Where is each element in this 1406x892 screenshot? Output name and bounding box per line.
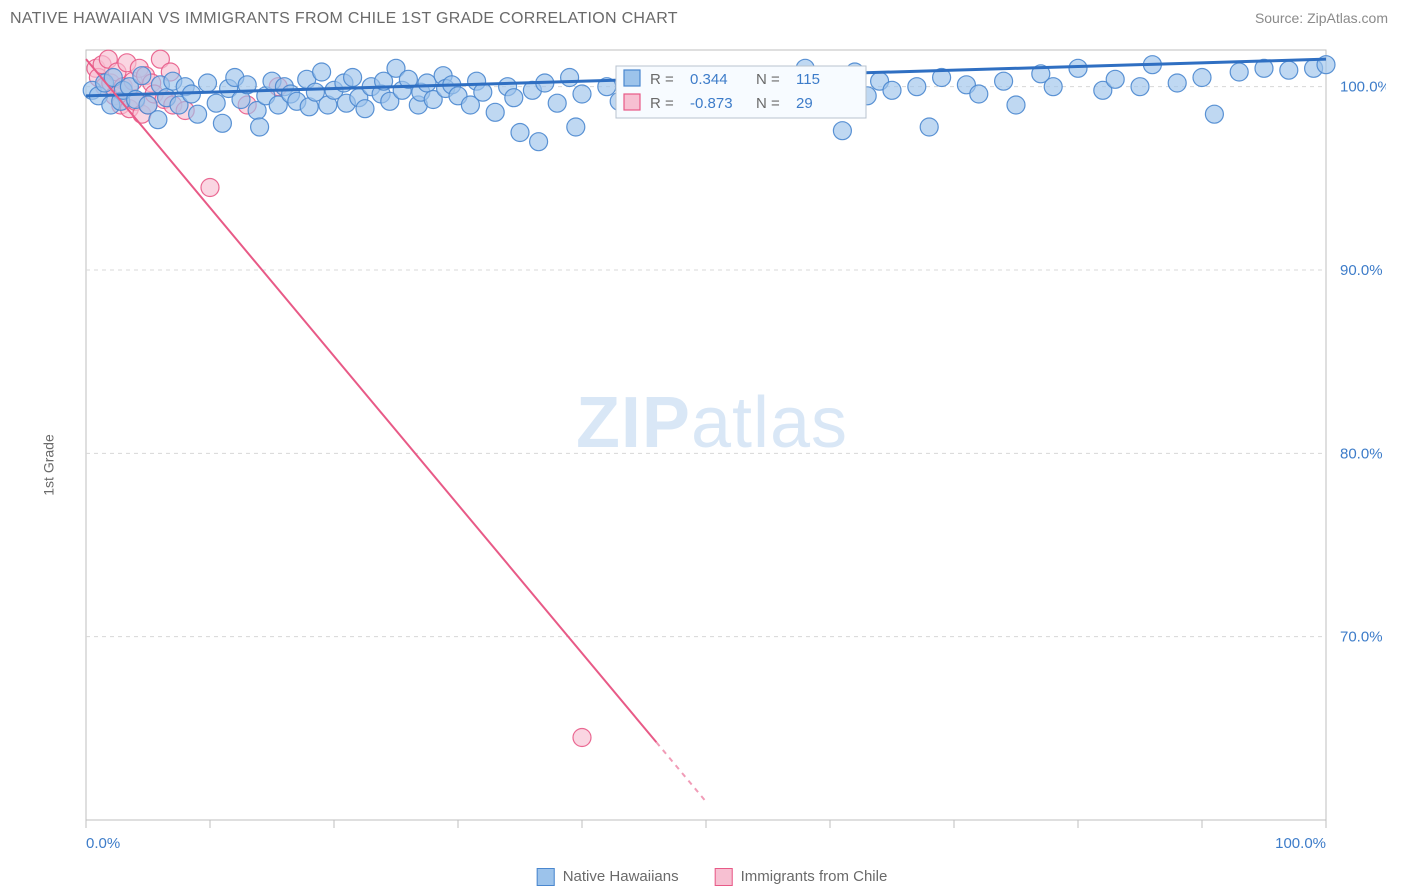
scatter-plot: 70.0% 80.0% 90.0% 100.0% 0.0% 100.0% R = 0.344 N… (56, 40, 1386, 860)
svg-text:29: 29 (796, 95, 813, 112)
svg-text:-0.873: -0.873 (690, 95, 733, 112)
svg-text:R =: R = (650, 95, 674, 112)
svg-text:N =: N = (756, 71, 780, 88)
y-axis-label: 1st Grade (41, 434, 57, 495)
legend-bottom: Native Hawaiians Immigrants from Chile (537, 868, 888, 886)
legend-item: Immigrants from Chile (715, 868, 888, 886)
svg-text:100.0%: 100.0% (1275, 835, 1326, 852)
legend-label: Immigrants from Chile (741, 868, 888, 885)
svg-text:N =: N = (756, 95, 780, 112)
legend-swatch (715, 868, 733, 886)
legend-swatch (537, 868, 555, 886)
chart-title: NATIVE HAWAIIAN VS IMMIGRANTS FROM CHILE… (10, 10, 678, 28)
svg-text:90.0%: 90.0% (1340, 262, 1383, 279)
svg-text:80.0%: 80.0% (1340, 445, 1383, 462)
svg-text:115: 115 (796, 71, 820, 88)
svg-text:100.0%: 100.0% (1340, 79, 1386, 96)
svg-text:R =: R = (650, 71, 674, 88)
legend-label: Native Hawaiians (563, 868, 679, 885)
source-attribution: Source: ZipAtlas.com (1255, 10, 1388, 28)
chart-container: 1st Grade 70.0% 80.0% 90.0% 100.0% 0.0% 100.0… (26, 40, 1398, 890)
svg-text:0.344: 0.344 (690, 71, 728, 88)
legend-item: Native Hawaiians (537, 868, 679, 886)
svg-text:70.0%: 70.0% (1340, 629, 1383, 646)
header-bar: NATIVE HAWAIIAN VS IMMIGRANTS FROM CHILE… (0, 0, 1406, 34)
svg-text:0.0%: 0.0% (86, 835, 120, 852)
